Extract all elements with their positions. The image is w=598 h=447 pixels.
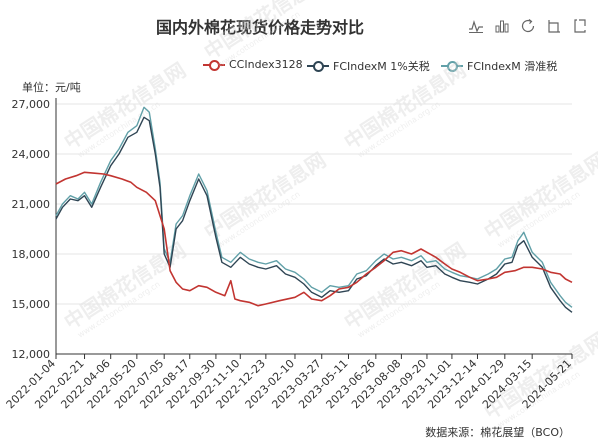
legend-item-fc1[interactable]: FCIndexM 1%关税 (307, 58, 430, 74)
y-tick-label: 21,000 (12, 198, 51, 211)
chart-legend: CCIndex3128 FCIndexM 1%关税 FCIndexM 滑准税 (0, 58, 598, 74)
y-tick-label: 15,000 (12, 298, 51, 311)
legend-swatch-fc1 (307, 60, 329, 72)
save-image-icon[interactable] (544, 16, 564, 36)
series-line-fcs (55, 106, 573, 308)
y-axis-unit-label: 单位：元/吨 (22, 81, 81, 94)
watermark-text: 中国棉花信息网 (60, 238, 190, 334)
series-line-fc1 (55, 116, 573, 313)
data-source-label: 数据来源：棉花展望（BCO） (425, 426, 570, 439)
chart-title: 国内外棉花现货价格走势对比 (155, 18, 364, 37)
legend-label-cc: CCIndex3128 (229, 58, 303, 71)
legend-swatch-cc (203, 59, 225, 71)
watermark-text: 中国棉花信息网 (200, 148, 330, 244)
legend-swatch-fcs (441, 60, 463, 72)
series-line-cc (55, 171, 573, 307)
bar-chart-icon[interactable] (492, 16, 512, 36)
legend-item-cc[interactable]: CCIndex3128 (203, 58, 303, 71)
watermark-text: 中国棉花信息网 (60, 58, 190, 154)
share-icon[interactable] (570, 16, 590, 36)
legend-label-fcs: FCIndexM 滑准税 (467, 60, 558, 73)
y-tick-label: 12,000 (12, 348, 51, 361)
legend-label-fc1: FCIndexM 1%关税 (333, 60, 430, 73)
y-tick-label: 18,000 (12, 248, 51, 261)
watermark-text: 中国棉花信息网 (340, 58, 470, 154)
chart-toolbox (466, 16, 590, 36)
line-chart-icon[interactable] (466, 16, 486, 36)
y-tick-label: 27,000 (12, 98, 51, 111)
restore-icon[interactable] (518, 16, 538, 36)
legend-item-fcs[interactable]: FCIndexM 滑准税 (441, 58, 557, 74)
y-tick-label: 24,000 (12, 148, 51, 161)
